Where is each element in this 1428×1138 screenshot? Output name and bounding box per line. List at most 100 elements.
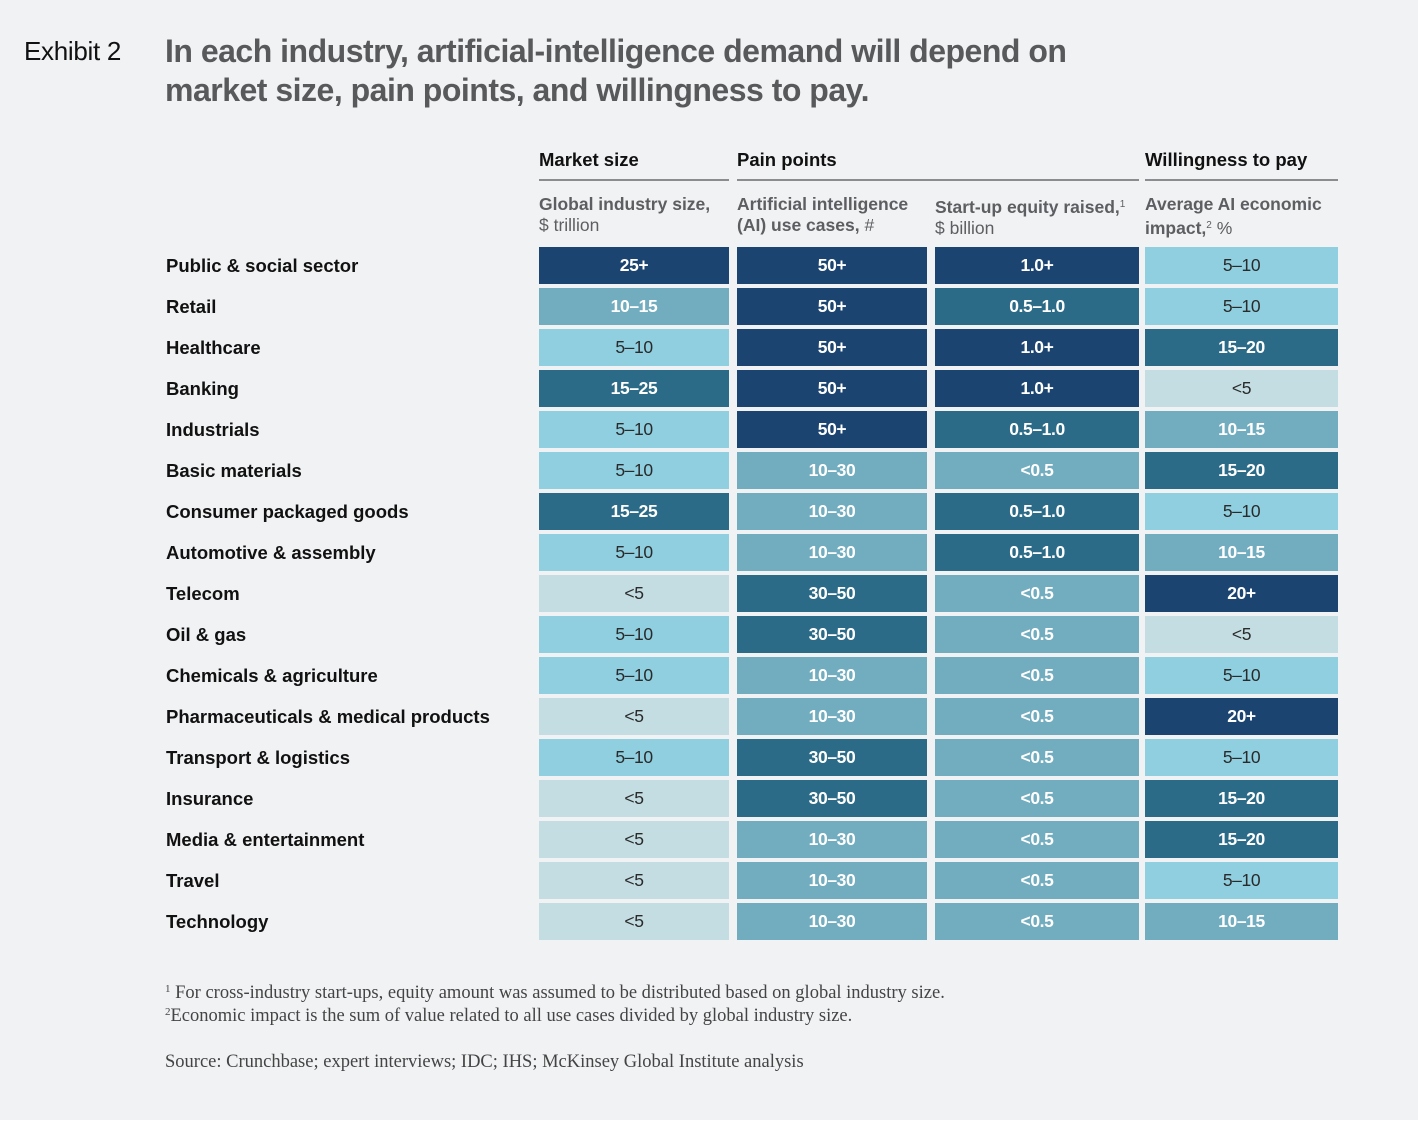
table-cell: 10–30 [737, 862, 927, 899]
table-cell: 5–10 [1145, 493, 1338, 530]
row-label: Insurance [166, 788, 254, 809]
row-label: Consumer packaged goods [166, 501, 409, 522]
table-cell: <0.5 [935, 452, 1139, 489]
table-cell: 50+ [737, 329, 927, 366]
table-cell: 5–10 [539, 739, 729, 776]
row-label: Media & entertainment [166, 829, 365, 850]
table-cell: 15–25 [539, 493, 729, 530]
column-header-unit: % [1216, 218, 1233, 238]
group-header-willingness-to-pay: Willingness to pay [1145, 149, 1338, 181]
row-label: Oil & gas [166, 624, 247, 645]
table-cell: 10–30 [737, 821, 927, 858]
table-cell: 50+ [737, 247, 927, 284]
table-cell: 20+ [1145, 698, 1338, 735]
row-label: Chemicals & agriculture [166, 665, 378, 686]
table-cell: <0.5 [935, 657, 1139, 694]
table-cell: 15–20 [1145, 780, 1338, 817]
table-cell: <0.5 [935, 739, 1139, 776]
column-header-name: Global industry size, [539, 194, 711, 214]
row-label: Technology [166, 911, 269, 932]
footnote-marker: 2 [165, 1006, 171, 1018]
table-cell: <5 [539, 575, 729, 612]
footnote-text: For cross-industry start-ups, equity amo… [175, 983, 945, 1003]
column-header-name: Artificial intelligence (AI) use cases, [737, 194, 909, 235]
table-cell: 10–30 [737, 452, 927, 489]
row-label: Retail [166, 296, 217, 317]
table-cell: 10–30 [737, 903, 927, 940]
table-cell: <5 [539, 780, 729, 817]
row-label: Banking [166, 378, 239, 399]
table-cell: 10–30 [737, 493, 927, 530]
table-cell: 10–30 [737, 534, 927, 571]
column-header-name: Average AI economic impact, [1145, 194, 1322, 238]
row-label: Telecom [166, 583, 240, 604]
table-cell: 5–10 [539, 657, 729, 694]
table-cell: 5–10 [1145, 862, 1338, 899]
table-cell: 30–50 [737, 780, 927, 817]
table-cell: 50+ [737, 288, 927, 325]
table-cell: 10–30 [737, 657, 927, 694]
table-cell: <0.5 [935, 821, 1139, 858]
exhibit-label: Exhibit 2 [24, 36, 122, 66]
exhibit-title: In each industry, artificial-intelligenc… [165, 33, 1067, 108]
table-cell: <0.5 [935, 575, 1139, 612]
table-cell: 30–50 [737, 739, 927, 776]
table-cell: 20+ [1145, 575, 1338, 612]
table-cell: 10–15 [1145, 903, 1338, 940]
table-cell: 5–10 [539, 616, 729, 653]
table-cell: 25+ [539, 247, 729, 284]
table-cell: <0.5 [935, 698, 1139, 735]
table-cell: 0.5–1.0 [935, 288, 1139, 325]
table-cell: <5 [539, 903, 729, 940]
row-label: Basic materials [166, 460, 302, 481]
table-cell: <5 [539, 821, 729, 858]
footnote-text: Economic impact is the sum of value rela… [170, 1006, 853, 1026]
source-note: Source: Crunchbase; expert interviews; I… [165, 1052, 804, 1072]
table-cell: 0.5–1.0 [935, 493, 1139, 530]
footnote-2: 2Economic impact is the sum of value rel… [165, 1006, 852, 1027]
group-header-market-size: Market size [539, 149, 729, 181]
table-cell: 10–15 [1145, 534, 1338, 571]
table-cell: 10–15 [539, 288, 729, 325]
table-cell: 5–10 [1145, 247, 1338, 284]
footnote-1: 1 For cross-industry start-ups, equity a… [165, 983, 945, 1004]
table-cell: 5–10 [1145, 739, 1338, 776]
column-header-global-industry-size: Global industry size, $ trillion [539, 194, 735, 236]
column-header-ai-use-cases: Artificial intelligence (AI) use cases, … [737, 194, 933, 236]
table-cell: <0.5 [935, 903, 1139, 940]
column-header-economic-impact: Average AI economic impact,2 % [1145, 194, 1345, 239]
group-header-pain-points: Pain points [737, 149, 1139, 181]
column-header-startup-equity-raised: Start-up equity raised,1 $ billion [935, 194, 1141, 239]
table-cell: 1.0+ [935, 247, 1139, 284]
table-cell: 5–10 [1145, 288, 1338, 325]
table-cell: <5 [539, 862, 729, 899]
row-label: Public & social sector [166, 255, 359, 276]
row-label: Transport & logistics [166, 747, 351, 768]
column-header-unit: $ trillion [539, 215, 600, 235]
table-cell: 0.5–1.0 [935, 534, 1139, 571]
table-cell: 5–10 [1145, 657, 1338, 694]
table-cell: 15–20 [1145, 452, 1338, 489]
table-cell: <0.5 [935, 616, 1139, 653]
table-cell: 30–50 [737, 575, 927, 612]
table-cell: 5–10 [539, 329, 729, 366]
table-cell: 15–25 [539, 370, 729, 407]
table-cell: <5 [539, 698, 729, 735]
column-header-name: Start-up equity raised, [935, 197, 1120, 217]
column-header-unit: $ billion [935, 218, 995, 238]
column-header-unit: # [864, 215, 875, 235]
table-cell: <5 [1145, 616, 1338, 653]
table-cell: 5–10 [539, 534, 729, 571]
row-label: Automotive & assembly [166, 542, 376, 563]
footnote-marker: 2 [1206, 220, 1212, 231]
table-cell: 10–15 [1145, 411, 1338, 448]
table-cell: 0.5–1.0 [935, 411, 1139, 448]
exhibit-panel: Exhibit 2 In each industry, artificial-i… [0, 0, 1418, 1120]
table-cell: 1.0+ [935, 329, 1139, 366]
row-label: Healthcare [166, 337, 261, 358]
footnote-marker: 1 [1119, 199, 1126, 210]
row-label: Travel [166, 870, 220, 891]
table-cell: 15–20 [1145, 329, 1338, 366]
table-cell: 5–10 [539, 411, 729, 448]
table-cell: 50+ [737, 370, 927, 407]
